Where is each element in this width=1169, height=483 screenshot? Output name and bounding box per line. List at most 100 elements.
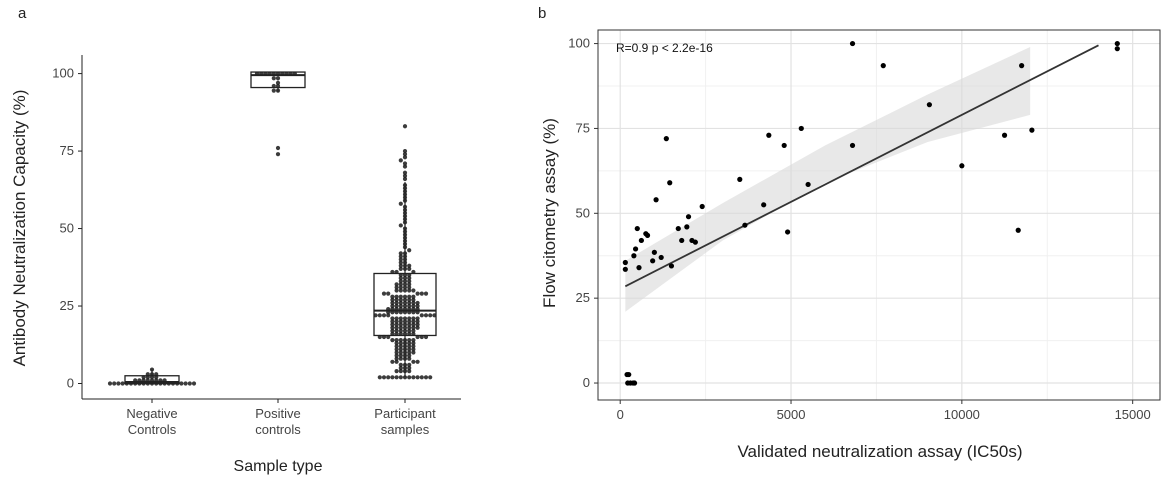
data-point (407, 288, 412, 293)
regression-line (624, 44, 1099, 288)
data-point (407, 328, 412, 333)
data-point (394, 350, 399, 355)
data-point (411, 294, 416, 299)
data-point (411, 288, 416, 293)
data-point (407, 294, 412, 299)
data-point (402, 155, 408, 160)
data-point (407, 350, 412, 355)
data-point (411, 325, 416, 330)
data-point (849, 142, 856, 149)
x-tick-label-line: samples (381, 422, 430, 437)
data-point (411, 338, 416, 343)
data-point (407, 303, 412, 309)
data-point (394, 341, 399, 346)
data-point (398, 294, 403, 299)
data-point (419, 313, 424, 318)
data-point (402, 148, 408, 154)
data-point (271, 76, 276, 81)
confidence-band (625, 46, 1031, 312)
data-point (415, 291, 420, 296)
data-point (926, 102, 932, 108)
data-point (407, 365, 412, 371)
data-point (398, 263, 403, 268)
data-point (386, 291, 391, 296)
data-point (398, 266, 403, 271)
data-point (415, 316, 420, 321)
data-point (398, 325, 403, 330)
box (124, 375, 180, 385)
data-point (390, 328, 395, 333)
data-point (407, 279, 412, 284)
data-point (622, 266, 628, 272)
panel-a-x-ticks: Negative Controls Positive controls Particip… (126, 399, 436, 437)
data-point (398, 288, 403, 293)
data-point (402, 176, 408, 182)
data-point (419, 375, 424, 380)
data-point (398, 223, 403, 228)
data-point (415, 319, 420, 324)
data-point (407, 341, 412, 346)
data-point (394, 347, 399, 352)
data-point (781, 142, 787, 149)
data-point (880, 63, 886, 69)
data-point (407, 316, 412, 321)
data-point (120, 381, 125, 386)
data-point (390, 319, 395, 324)
data-point (394, 375, 399, 380)
data-point (766, 132, 772, 138)
panel-b-grid (598, 30, 1160, 400)
data-point (394, 282, 399, 287)
data-point (394, 325, 399, 330)
data-point (402, 285, 408, 290)
data-point (407, 297, 412, 302)
y-tick-label: 25 (576, 290, 590, 305)
data-point (407, 325, 412, 330)
x-axis-label: Sample type (234, 458, 323, 475)
panel-b-frame (597, 29, 1161, 401)
data-point (390, 297, 395, 302)
data-point (390, 338, 395, 343)
data-point (402, 161, 408, 166)
panel-a-y-ticks: 0 25 50 75 100 (52, 66, 82, 391)
data-point (407, 266, 412, 271)
data-point (684, 224, 690, 230)
y-axis-label: Flow citometry assay (%) (540, 118, 559, 308)
panel-b-scatter-plot: b Flow citometry assay (%) Validated neu… (538, 5, 1161, 461)
panel-a-points (107, 71, 437, 386)
data-point (402, 294, 408, 299)
data-point (415, 303, 420, 309)
data-point (183, 381, 188, 386)
data-point (407, 276, 412, 281)
data-point (390, 359, 395, 364)
data-point (390, 375, 395, 380)
data-point (675, 225, 681, 232)
data-point (631, 253, 637, 259)
data-point (398, 254, 403, 259)
data-point (394, 319, 399, 324)
data-point (390, 322, 395, 327)
data-point (275, 80, 281, 85)
plot-frame (597, 29, 1161, 401)
data-point (394, 369, 399, 374)
panel-b-points (622, 40, 1120, 386)
data-point (398, 344, 403, 349)
panel-b-label: b (538, 5, 546, 22)
data-point (402, 173, 408, 178)
data-point (742, 222, 748, 228)
y-tick-label: 0 (67, 376, 74, 391)
data-point (398, 350, 403, 355)
data-point (390, 325, 395, 330)
data-point (407, 356, 412, 361)
data-point (381, 375, 387, 380)
data-point (398, 282, 403, 287)
data-point (411, 350, 416, 355)
data-point (377, 313, 382, 318)
data-point (394, 338, 399, 343)
data-point (411, 328, 416, 333)
data-point (644, 232, 651, 238)
data-point (407, 338, 412, 343)
data-point (785, 229, 791, 235)
data-point (398, 316, 403, 321)
data-point (1029, 127, 1035, 133)
data-point (402, 319, 408, 324)
